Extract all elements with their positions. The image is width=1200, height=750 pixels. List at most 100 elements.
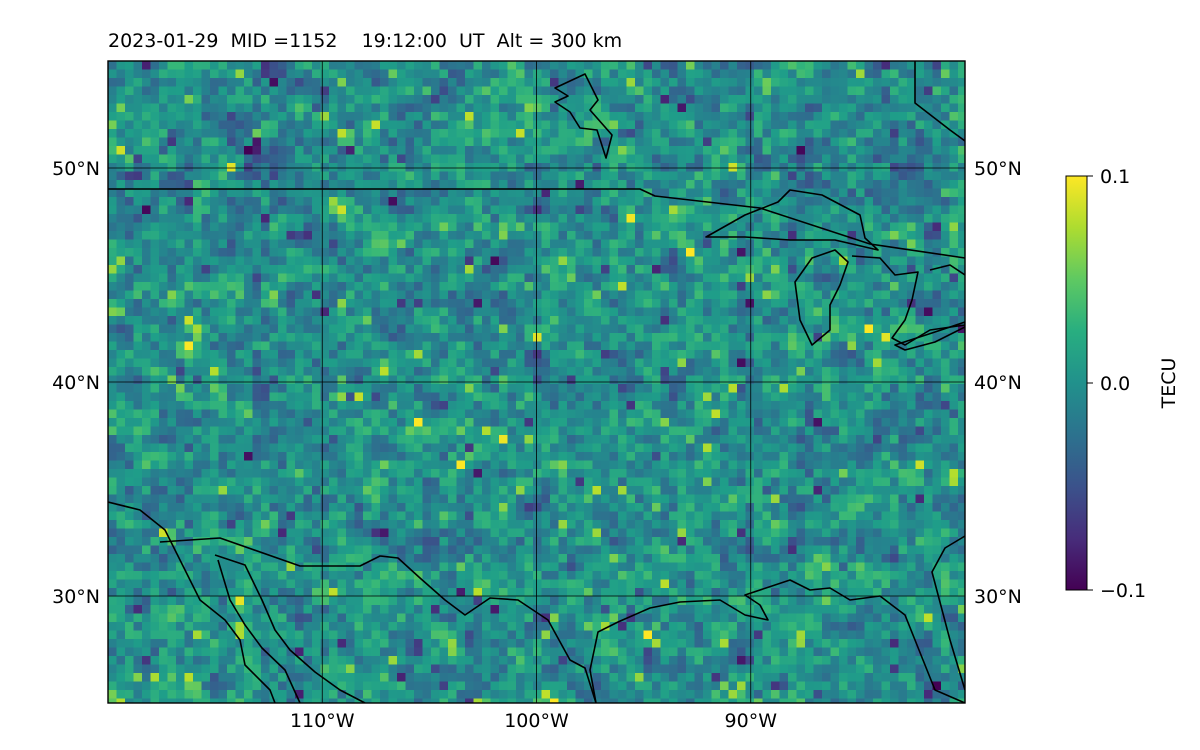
heat-cell [694,120,704,130]
heat-cell [584,333,594,343]
heat-cell [550,222,560,232]
heat-cell [839,401,849,411]
heat-cell [193,282,203,292]
heat-cell [176,477,186,487]
heat-cell [584,418,594,428]
heat-cell [524,214,534,224]
heat-cell [388,435,398,445]
heat-cell [456,120,466,130]
heat-cell [771,401,781,411]
heat-cell [286,239,296,249]
heat-cell [244,120,254,130]
heat-cell [210,282,220,292]
heat-cell [703,120,713,130]
heat-cell [788,384,798,394]
heat-cell [660,350,670,360]
heat-cell [813,384,823,394]
heat-cell [414,265,424,275]
heat-cell [516,384,526,394]
heat-cell [720,171,730,181]
heat-cell [737,129,747,139]
heat-cell [830,95,840,105]
heat-cell [439,137,449,147]
heat-cell [388,333,398,343]
heat-cell [354,180,364,190]
heat-cell [354,265,364,275]
heat-cell [448,112,458,122]
heat-cell [567,324,577,334]
heat-cell [244,299,254,309]
heat-cell [924,435,934,445]
heat-cell [941,163,951,173]
heat-cell [796,265,806,275]
heat-cell [958,171,965,181]
heat-cell [618,69,628,79]
heat-cell [720,188,730,198]
heat-cell [329,239,339,249]
heat-cell [533,112,543,122]
heat-cell [218,239,228,249]
heat-cell [354,460,364,470]
heat-cell [694,180,704,190]
heat-cell [201,171,211,181]
heat-cell [745,95,755,105]
heat-cell [550,469,560,479]
heat-cell [278,460,288,470]
heat-cell [303,384,313,394]
heat-cell [218,273,228,283]
heat-cell [150,86,160,96]
heat-cell [261,409,271,419]
heat-cell [286,188,296,198]
heat-cell [524,375,534,385]
heat-cell [643,452,653,462]
heat-cell [558,256,568,266]
heat-cell [482,384,492,394]
heat-cell [558,163,568,173]
heat-cell [524,290,534,300]
heat-cell [737,239,747,249]
heat-cell [762,273,772,283]
heat-cell [686,290,696,300]
heat-cell [405,435,415,445]
heat-cell [949,205,959,215]
heat-cell [125,78,135,88]
heat-cell [541,129,551,139]
heat-cell [669,392,679,402]
heat-cell [932,86,942,96]
heat-cell [295,392,305,402]
heat-cell [380,290,390,300]
heat-cell [822,307,832,317]
heat-cell [142,222,152,232]
heat-cell [439,409,449,419]
heat-cell [269,112,279,122]
heat-cell [482,137,492,147]
heat-cell [303,205,313,215]
heat-cell [150,299,160,309]
heat-cell [932,443,942,453]
heat-cell [371,307,381,317]
heat-cell [618,171,628,181]
heat-cell [337,350,347,360]
heat-cell [354,392,364,402]
heat-cell [286,460,296,470]
heat-cell [176,350,186,360]
heat-cell [414,231,424,241]
heat-cell [762,443,772,453]
heat-cell [354,426,364,436]
heat-cell [295,324,305,334]
heat-cell [958,103,965,113]
heat-cell [490,307,500,317]
heat-cell [125,256,135,266]
heat-cell [592,163,602,173]
heat-cell [244,316,254,326]
heat-cell [737,333,747,343]
heat-cell [218,299,228,309]
heat-cell [133,341,143,351]
heat-cell [125,358,135,368]
heat-cell [669,171,679,181]
heat-cell [618,299,628,309]
heat-cell [405,273,415,283]
heat-cell [269,129,279,139]
heat-cell [924,358,934,368]
heat-cell [244,460,254,470]
